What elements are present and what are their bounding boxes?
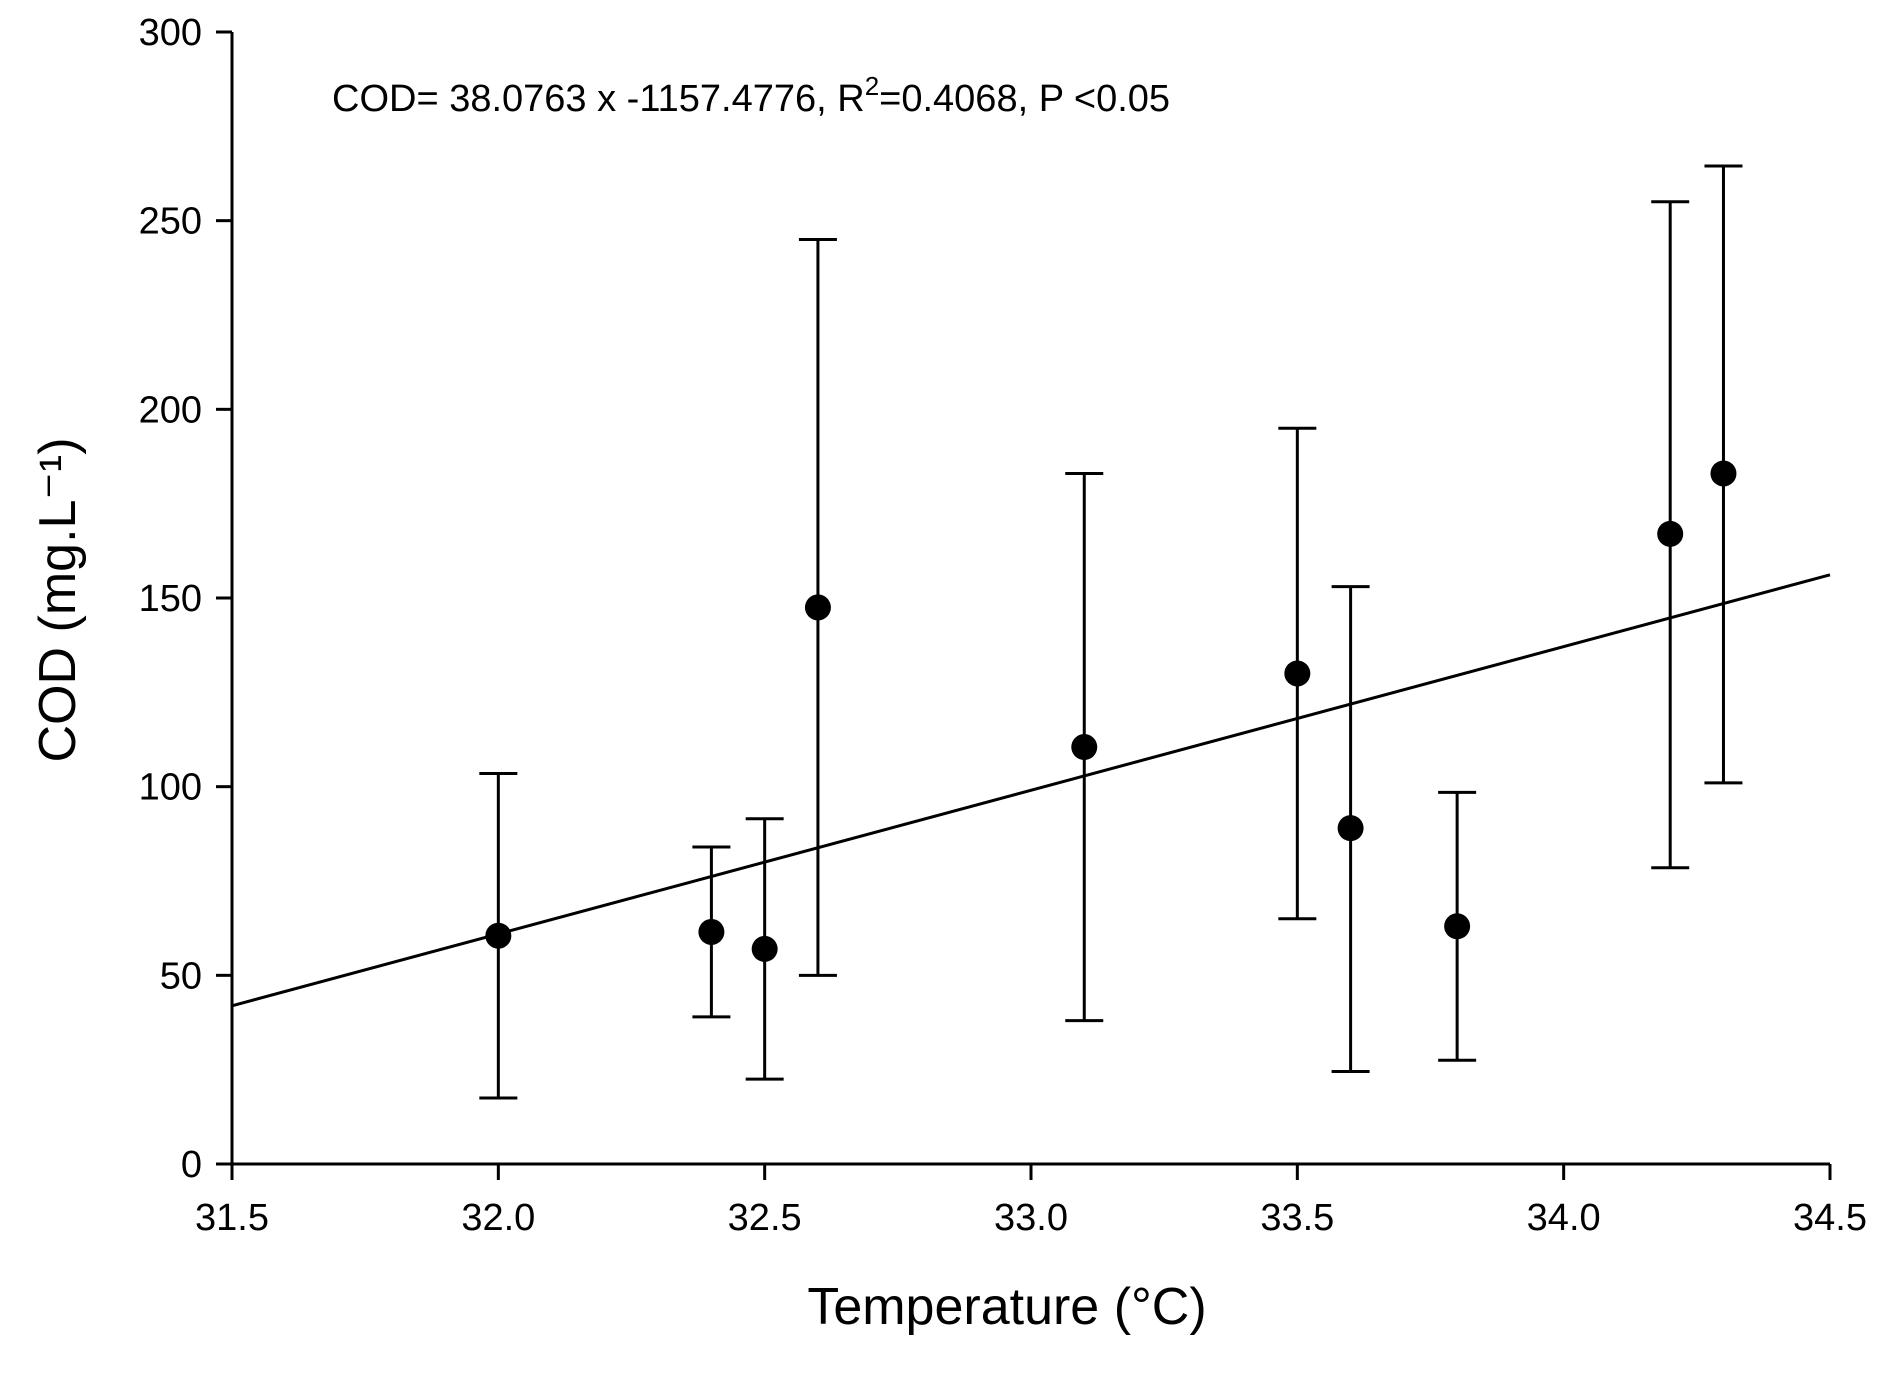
y-tick-label-150: 150: [139, 578, 202, 620]
y-axis-ticks: 0 50 100 150 200 250 300: [139, 12, 232, 1186]
data-point-2: [751, 935, 778, 962]
y-tick-label-250: 250: [139, 201, 202, 243]
x-tick-label-32.5: 32.5: [728, 1197, 802, 1239]
data-point-5: [1284, 660, 1311, 687]
y-axis-title-unit: (mg.L⁻¹): [29, 437, 87, 632]
y-tick-label-300: 300: [139, 12, 202, 54]
data-point-3: [804, 594, 831, 621]
y-tick-label-0: 0: [181, 1144, 202, 1186]
x-tick-label-31.5: 31.5: [195, 1197, 269, 1239]
y-axis-title: COD (mg.L⁻¹): [29, 437, 87, 762]
x-tick-label-34.5: 34.5: [1793, 1197, 1867, 1239]
x-axis-title-unit: (°C): [1114, 1278, 1207, 1336]
data-point-8: [1657, 520, 1684, 547]
point-layer: [485, 460, 1737, 962]
data-point-1: [698, 918, 725, 945]
x-tick-label-33.5: 33.5: [1260, 1197, 1334, 1239]
y-tick-label-50: 50: [160, 955, 202, 997]
y-axis-title-text: COD: [29, 647, 87, 763]
data-point-7: [1444, 913, 1471, 940]
x-axis-title-text: Temperature: [807, 1278, 1099, 1336]
annotation-suffix: =0.4068, P <0.05: [879, 78, 1170, 120]
regression-equation-annotation: COD= 38.0763 x -1157.4776, R2=0.4068, P …: [332, 71, 1170, 120]
data-point-0: [485, 922, 512, 949]
x-axis-title: Temperature (°C): [807, 1278, 1206, 1336]
data-point-6: [1337, 815, 1364, 842]
x-tick-label-34.0: 34.0: [1527, 1197, 1601, 1239]
annotation-superscript: 2: [865, 71, 879, 101]
x-axis-ticks: 31.5 32.0 32.5 33.0 33.5 34.0 34.5: [195, 1164, 1867, 1239]
annotation-prefix: COD= 38.0763 x -1157.4776, R: [332, 78, 865, 120]
y-tick-label-100: 100: [139, 767, 202, 809]
data-point-9: [1710, 460, 1737, 487]
x-tick-label-33.0: 33.0: [994, 1197, 1068, 1239]
data-point-4: [1071, 734, 1098, 761]
x-tick-label-32.0: 32.0: [461, 1197, 535, 1239]
y-tick-label-200: 200: [139, 389, 202, 431]
